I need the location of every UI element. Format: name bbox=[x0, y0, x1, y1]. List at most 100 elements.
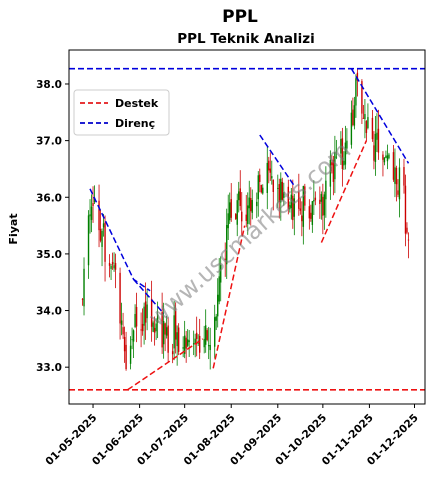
candle-body bbox=[245, 214, 247, 221]
legend-label-destek: Destek bbox=[115, 97, 159, 110]
trend-lines-layer bbox=[69, 67, 425, 391]
candle-body bbox=[183, 335, 186, 354]
y-tick-label: 38.0 bbox=[36, 79, 62, 91]
candle-body bbox=[185, 337, 187, 349]
candle-body bbox=[156, 314, 159, 323]
y-tick-label: 34.0 bbox=[36, 306, 62, 318]
resistance-trend-line bbox=[259, 134, 295, 187]
candle-body bbox=[262, 187, 264, 194]
candle-body bbox=[356, 72, 359, 81]
chart-subtitle: PPL Teknik Analizi bbox=[177, 31, 314, 47]
candle-body bbox=[346, 140, 348, 149]
candle-body bbox=[352, 109, 354, 125]
candle-body bbox=[98, 200, 100, 231]
candle-body bbox=[268, 160, 270, 171]
candle-body bbox=[377, 128, 380, 153]
candle-body bbox=[259, 174, 261, 183]
support-trend-line bbox=[127, 338, 204, 391]
candle-body bbox=[81, 298, 84, 300]
candle-body bbox=[311, 201, 314, 225]
candle-body bbox=[365, 121, 368, 133]
candle-body bbox=[323, 194, 326, 216]
candle-body bbox=[111, 262, 114, 265]
candle-body bbox=[89, 214, 91, 217]
candle-body bbox=[215, 316, 217, 321]
candle-body bbox=[164, 323, 166, 335]
candle-body bbox=[362, 117, 365, 119]
candle-body bbox=[299, 208, 302, 211]
candle-body bbox=[114, 263, 117, 270]
candle-body bbox=[135, 306, 138, 327]
candle-body bbox=[102, 223, 105, 228]
resistance-trend-line bbox=[133, 278, 165, 314]
candle-body bbox=[406, 227, 408, 233]
candle-body bbox=[322, 196, 324, 216]
candle-body bbox=[87, 215, 90, 266]
candle-body bbox=[371, 117, 374, 140]
candle-body bbox=[131, 339, 133, 341]
candle-body bbox=[287, 186, 290, 209]
candle-body bbox=[407, 239, 410, 241]
candle-body bbox=[229, 202, 231, 221]
y-axis-label: Fiyat bbox=[7, 213, 20, 244]
candle-body bbox=[173, 315, 175, 349]
candle-body bbox=[110, 266, 112, 269]
candle-body bbox=[177, 327, 180, 352]
candle-body bbox=[176, 332, 178, 347]
candle-body bbox=[395, 167, 398, 185]
candle-body bbox=[197, 342, 199, 344]
candle-body bbox=[123, 337, 126, 352]
candle-body bbox=[182, 347, 184, 349]
candle-body bbox=[251, 200, 253, 213]
y-tick-label: 37.0 bbox=[36, 136, 62, 148]
legend: Destek Direnç bbox=[73, 89, 170, 136]
candle-body bbox=[404, 185, 407, 234]
candle-body bbox=[272, 179, 274, 193]
candle-body bbox=[162, 320, 165, 345]
candle-body bbox=[119, 272, 121, 324]
candle-body bbox=[319, 199, 321, 204]
candle-body bbox=[171, 351, 174, 355]
candle-body bbox=[301, 215, 303, 222]
candle-body bbox=[364, 114, 366, 119]
candle-body bbox=[334, 152, 336, 180]
candle-body bbox=[278, 184, 280, 203]
candle-body bbox=[198, 335, 201, 353]
candle-body bbox=[367, 117, 369, 129]
candle-body bbox=[350, 112, 353, 145]
candle-body bbox=[394, 167, 396, 184]
candle-body bbox=[93, 197, 96, 203]
candle-body bbox=[293, 198, 296, 217]
candle-body bbox=[161, 311, 163, 348]
candle-body bbox=[146, 304, 148, 319]
candle-body bbox=[203, 338, 205, 348]
candle-body bbox=[382, 154, 384, 160]
candle-body bbox=[353, 105, 356, 126]
candle-body bbox=[302, 185, 305, 227]
candle-body bbox=[207, 345, 210, 347]
candle-body bbox=[101, 230, 103, 247]
candle-body bbox=[204, 325, 207, 345]
candle-body bbox=[398, 167, 401, 200]
candle-body bbox=[313, 200, 315, 202]
candle-body bbox=[290, 194, 293, 209]
candle-body bbox=[355, 78, 357, 106]
candle-body bbox=[217, 294, 219, 317]
candle-body bbox=[257, 175, 259, 200]
candle-body bbox=[280, 178, 282, 203]
candle-body bbox=[386, 155, 389, 162]
candle-body bbox=[120, 320, 123, 325]
candle-body bbox=[320, 194, 323, 202]
candle-body bbox=[385, 155, 387, 158]
candle-body bbox=[392, 152, 395, 180]
candle-body bbox=[92, 202, 94, 206]
support-trend-line bbox=[212, 225, 246, 369]
candle-body bbox=[83, 268, 85, 307]
candle-body bbox=[283, 192, 285, 198]
y-tick-label: 36.0 bbox=[36, 192, 62, 204]
candle-body bbox=[214, 317, 216, 347]
candle-body bbox=[155, 323, 157, 332]
candle-body bbox=[153, 327, 156, 333]
candle-body bbox=[227, 213, 229, 229]
